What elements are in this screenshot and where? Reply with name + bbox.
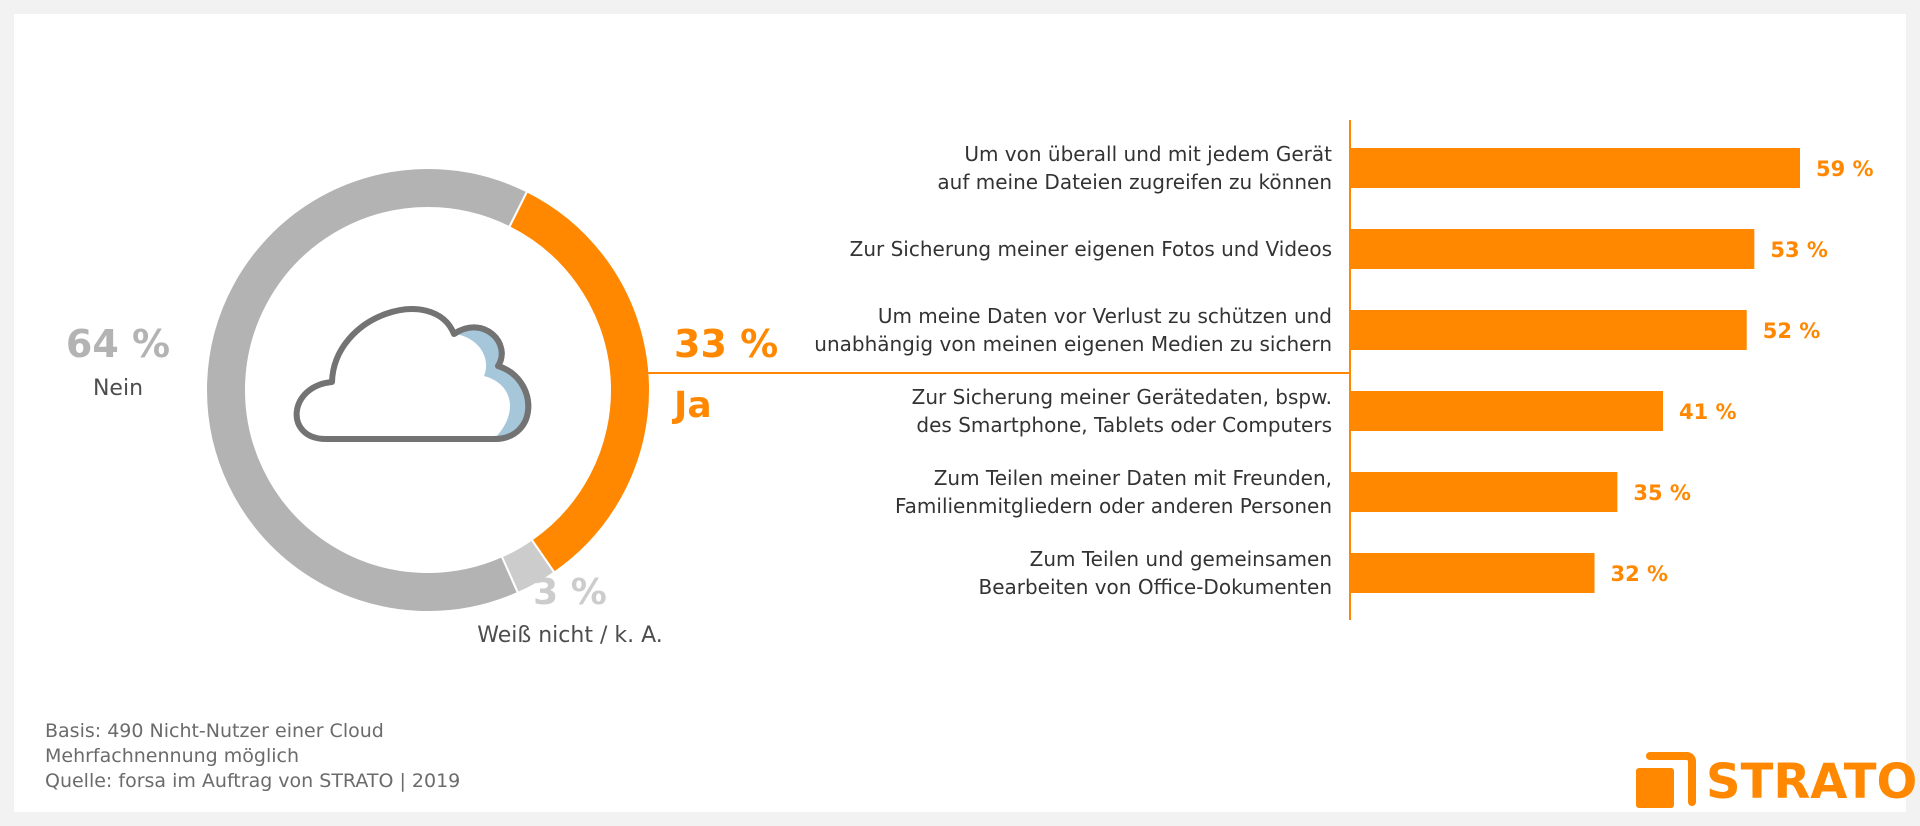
cloud-icon	[293, 306, 532, 442]
footnote-multiple: Mehrfachnennung möglich	[45, 745, 299, 767]
bar-value-label: 32 %	[1611, 562, 1669, 586]
donut-chart	[205, 167, 651, 613]
bar	[1351, 148, 1800, 188]
bar-category-label: auf meine Dateien zugreifen zu können	[937, 170, 1332, 194]
infographic-card: 33 % Ja 64 % Nein 3 % Weiß nicht / k. A. 59 %…	[14, 14, 1917, 812]
bar-category-label: Bearbeiten von Office-Dokumenten	[978, 575, 1332, 599]
bar-category-label: Familienmitgliedern oder anderen Persone…	[895, 494, 1332, 518]
bar	[1351, 472, 1618, 512]
bar-category-label: Zur Sicherung meiner Gerätedaten, bspw.	[912, 385, 1332, 409]
bar-category-label: Um von überall und mit jedem Gerät	[964, 142, 1332, 166]
bar	[1351, 391, 1664, 431]
bar-category-label: Zur Sicherung meiner eigenen Fotos und V…	[850, 237, 1332, 261]
bar-category-label: Zum Teilen und gemeinsamen	[1030, 547, 1332, 571]
bar	[1351, 553, 1595, 593]
donut-label-ja: Ja	[671, 385, 712, 426]
bar-value-label: 35 %	[1633, 481, 1691, 505]
bar-category-label: Um meine Daten vor Verlust zu schützen u…	[878, 304, 1332, 328]
bar-value-label: 59 %	[1816, 157, 1874, 181]
strato-logo: STRATO	[1636, 752, 1917, 812]
bar-category-label: des Smartphone, Tablets oder Computers	[916, 413, 1332, 437]
bar-value-label: 41 %	[1679, 400, 1737, 424]
bar-value-label: 52 %	[1763, 319, 1821, 343]
donut-slice-ja	[507, 189, 651, 574]
strato-logo-mark	[1636, 752, 1696, 808]
donut-value-nein: 64 %	[66, 322, 170, 366]
footnote-source: Quelle: forsa im Auftrag von STRATO | 20…	[45, 770, 461, 792]
donut-slice-nein	[205, 167, 529, 613]
donut-value-ja: 33 %	[674, 322, 778, 366]
donut-label-unknown: Weiß nicht / k. A.	[477, 623, 662, 648]
bar-category-label: unabhängig von meinen eigenen Medien zu …	[814, 332, 1332, 356]
donut-labels: 33 % Ja 64 % Nein 3 % Weiß nicht / k. A.	[66, 322, 1350, 648]
donut-value-unknown: 3 %	[533, 572, 607, 613]
bar	[1351, 229, 1755, 269]
bar-chart: 59 % Um von überall und mit jedem Gerät au…	[814, 120, 1874, 620]
footnote-basis: Basis: 490 Nicht-Nutzer einer Cloud	[45, 720, 384, 742]
bar	[1351, 310, 1747, 350]
chart-canvas: 33 % Ja 64 % Nein 3 % Weiß nicht / k. A. 59 %…	[66, 120, 1874, 648]
bar-value-label: 53 %	[1770, 238, 1828, 262]
strato-wordmark: STRATO	[1706, 754, 1918, 810]
bar-category-label: Zum Teilen meiner Daten mit Freunden,	[934, 466, 1332, 490]
donut-label-nein: Nein	[93, 376, 143, 401]
